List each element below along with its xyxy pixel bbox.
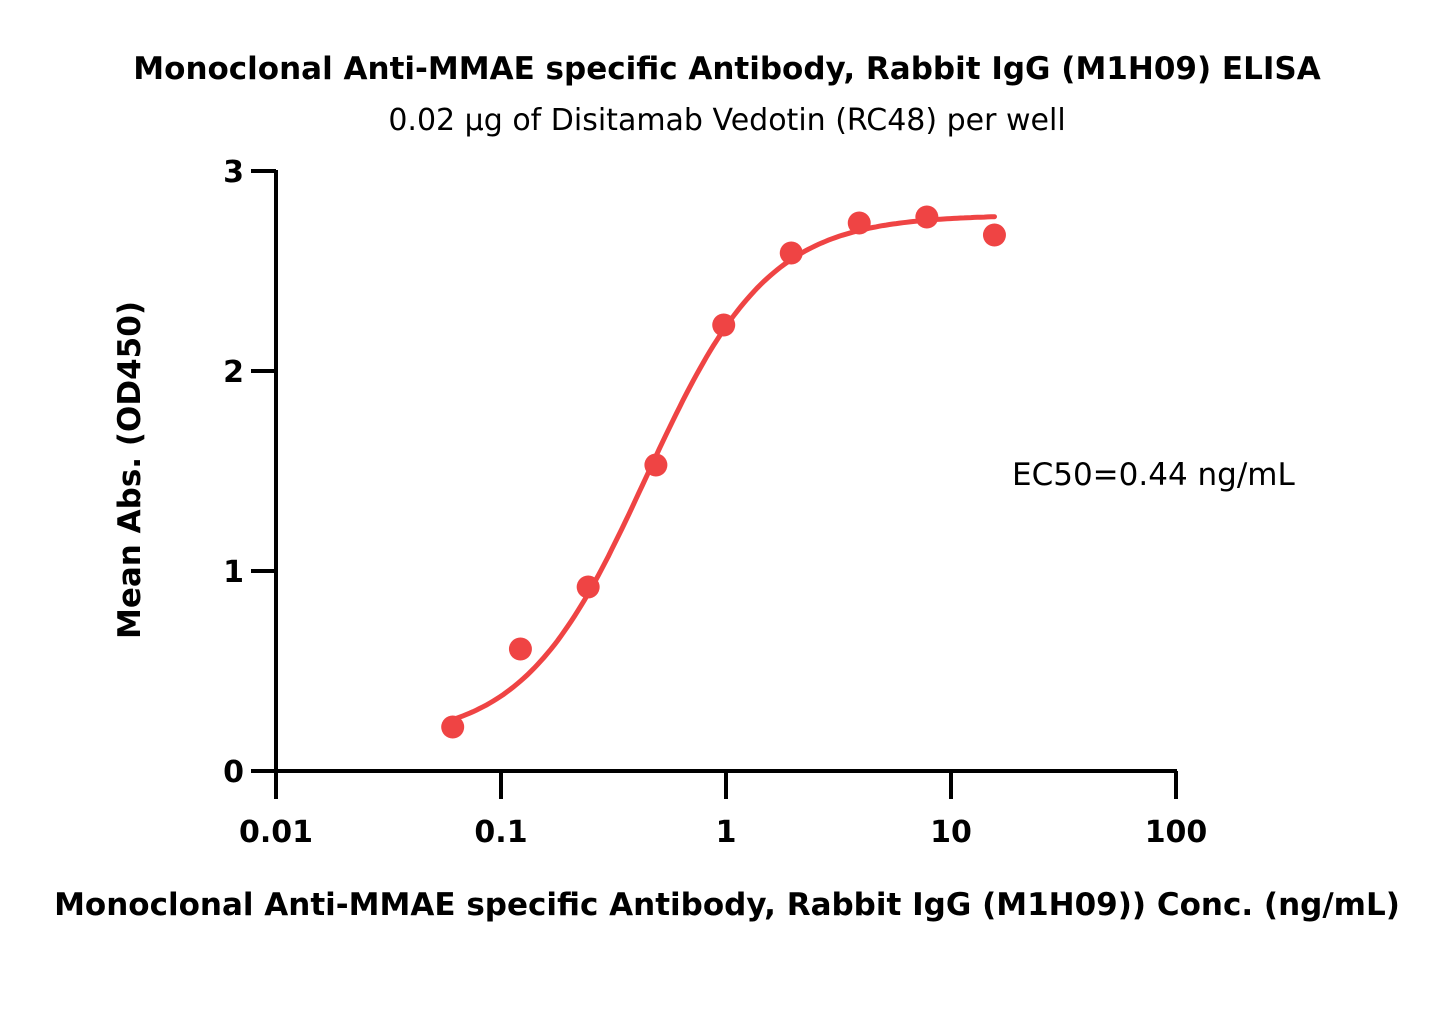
data-point [847,211,871,235]
y-ticks: 0 1 2 3 [223,155,276,790]
ec50-annotation: EC50=0.44 ng/mL [1012,457,1295,493]
data-point [915,205,939,229]
y-tick-label: 0 [223,755,244,790]
data-points [441,205,1006,739]
x-tick-label: 100 [1145,815,1208,850]
y-axis-label: Mean Abs. (OD450) [112,301,148,639]
data-point [508,637,532,661]
x-tick-label: 0.1 [474,815,527,850]
x-tick-label: 0.01 [239,815,313,850]
x-axis-label: Monoclonal Anti-MMAE specific Antibody, … [54,887,1400,923]
chart-title: Monoclonal Anti-MMAE specific Antibody, … [133,51,1320,87]
data-point [779,241,803,265]
x-ticks: 0.01 0.1 1 10 100 [239,771,1207,850]
x-tick-label: 1 [716,815,737,850]
chart-subtitle: 0.02 µg of Disitamab Vedotin (RC48) per … [388,103,1065,138]
data-point [712,313,736,337]
fit-curve [450,214,997,723]
data-point [441,715,465,739]
x-tick-label: 10 [930,815,972,850]
y-tick-label: 1 [223,555,244,590]
y-tick-label: 2 [223,355,244,390]
y-tick-label: 3 [223,155,244,190]
data-point [644,453,668,477]
data-point [982,223,1006,247]
data-point [576,575,600,599]
